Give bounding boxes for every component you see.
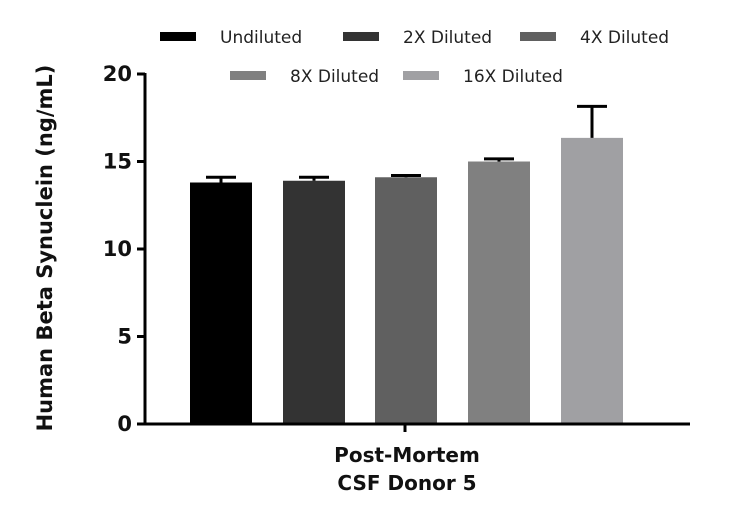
y-tick-label: 5 (117, 325, 132, 349)
y-tick-label: 0 (117, 412, 132, 436)
legend-label: 8X Diluted (290, 67, 379, 87)
bars (190, 104, 623, 424)
y-axis-label: Human Beta Synuclein (ng/mL) (33, 65, 57, 432)
legend-label: Undiluted (220, 28, 302, 48)
legend-label: 2X Diluted (403, 28, 492, 48)
legend-swatch (343, 32, 379, 41)
y-tick-label: 15 (103, 150, 132, 174)
x-category-label-line1: Post-Mortem (334, 443, 480, 467)
legend-label: 4X Diluted (580, 28, 669, 48)
y-axis: 0 5 10 15 20 (103, 62, 147, 436)
bar-2x-diluted (283, 180, 345, 424)
x-category-label-line2: CSF Donor 5 (337, 471, 476, 495)
bar-16x-diluted (561, 137, 623, 424)
legend-swatch (230, 71, 266, 80)
bar-8x-diluted (468, 161, 530, 424)
legend-swatch (520, 32, 556, 41)
legend: Undiluted 2X Diluted 4X Diluted 8X Diluted 1… (160, 28, 669, 87)
legend-swatch (160, 32, 196, 41)
y-tick-label: 20 (103, 62, 132, 86)
x-axis (143, 422, 690, 432)
bar-4x-diluted (375, 177, 437, 424)
legend-label: 16X Diluted (463, 67, 563, 87)
bar-undiluted (190, 182, 252, 424)
legend-swatch (403, 71, 439, 80)
y-tick-label: 10 (103, 237, 132, 261)
